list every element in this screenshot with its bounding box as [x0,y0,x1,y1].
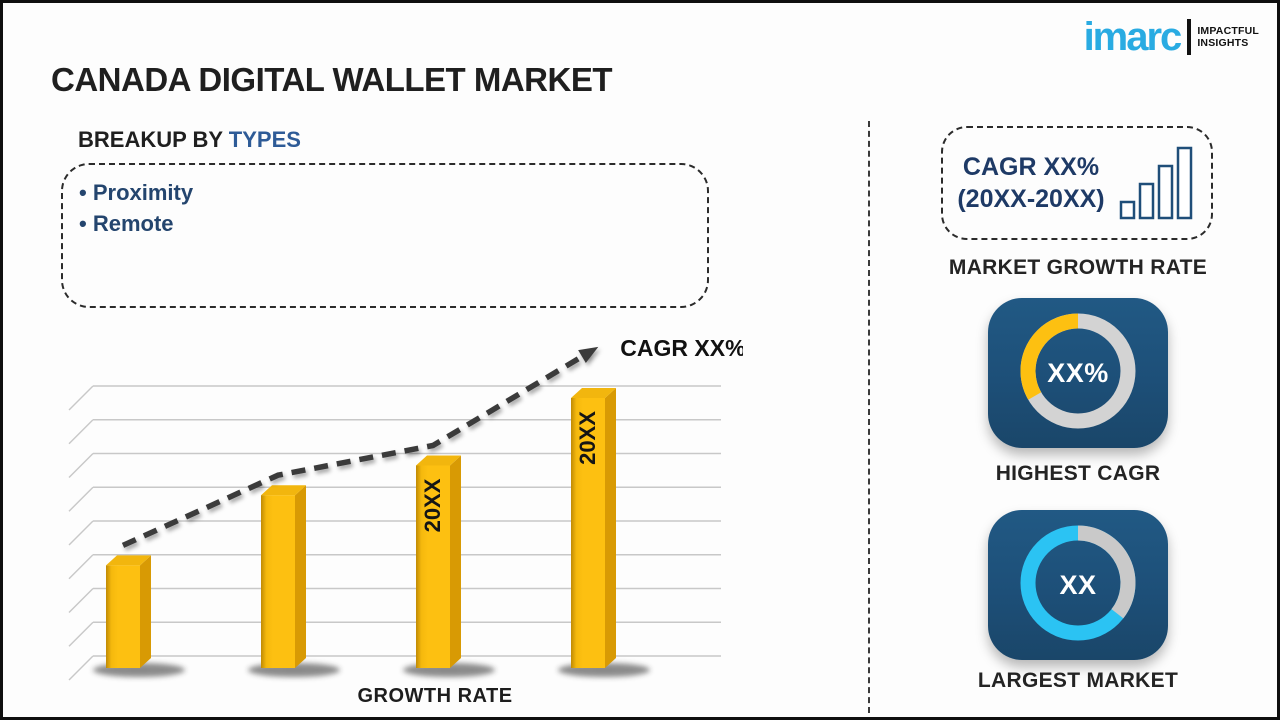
highest-cagr-tile: XX% [988,298,1168,448]
largest-market-label: LARGEST MARKET [977,669,1179,692]
svg-text:GROWTH RATE: GROWTH RATE [357,685,512,707]
imarc-wordmark: imarc [1083,15,1183,59]
breakup-heading-prefix: BREAKUP BY [78,127,229,152]
rising-bars-icon [1119,146,1192,220]
svg-text:CAGR XX%: CAGR XX% [620,338,743,361]
highest-cagr-donut [1020,313,1136,429]
cagr-box-text: CAGR XX% (20XX-20XX) [957,151,1104,215]
logo-tagline: IMPACTFUL INSIGHTS [1197,25,1259,49]
cagr-box-line1: CAGR XX% [962,153,1100,181]
cagr-box-line2: (20XX-20XX) [957,185,1105,213]
section-divider [868,121,870,713]
logo-tagline-line1: IMPACTFUL [1197,25,1259,37]
largest-market-value: XX [1059,569,1097,600]
list-item: Remote [79,208,707,239]
breakup-heading: BREAKUP BY TYPES [78,127,301,153]
largest-market-tile: XX [988,510,1168,660]
breakup-list: ProximityRemote [63,165,707,239]
logo-tagline-line2: INSIGHTS [1197,37,1249,49]
cagr-box: CAGR XX% (20XX-20XX) [941,126,1213,240]
breakup-heading-highlight: TYPES [228,127,301,152]
market-growth-rate-label: MARKET GROWTH RATE [948,256,1208,279]
page-title: CANADA DIGITAL WALLET MARKET [51,61,613,98]
svg-text:20XX: 20XX [575,411,600,465]
imarc-logo: imarc IMPACTFUL INSIGHTS [1084,17,1259,57]
growth-rate-chart: 20XX 20XX CAGR XX% GROWTH RATE [68,338,743,707]
highest-cagr-label: HIGHEST CAGR [995,462,1161,485]
logo-divider [1187,19,1192,55]
breakup-box: ProximityRemote [61,163,709,308]
largest-market-donut [1020,525,1136,641]
svg-text:20XX: 20XX [420,478,445,532]
highest-cagr-value: XX% [1047,357,1109,388]
list-item: Proximity [79,177,707,208]
